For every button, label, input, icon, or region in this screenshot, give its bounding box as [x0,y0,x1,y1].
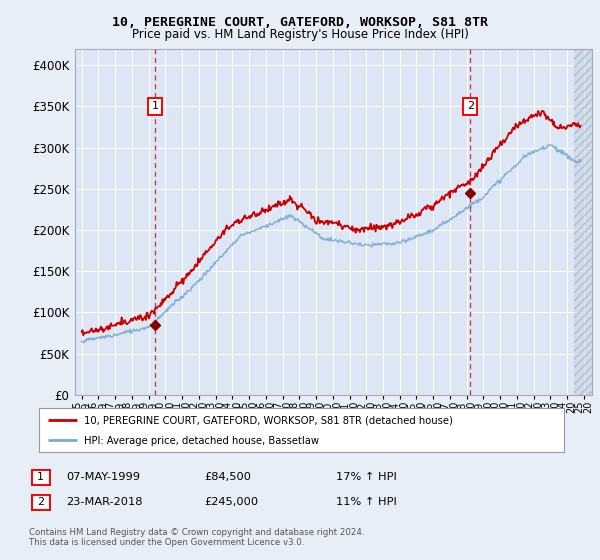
Text: 17% ↑ HPI: 17% ↑ HPI [336,472,397,482]
Text: 07-MAY-1999: 07-MAY-1999 [66,472,140,482]
Text: 1: 1 [37,472,44,482]
Bar [574,49,600,395]
Text: Contains HM Land Registry data © Crown copyright and database right 2024.
This d: Contains HM Land Registry data © Crown c… [29,528,364,547]
Text: £84,500: £84,500 [204,472,251,482]
Text: 1: 1 [151,101,158,111]
Text: 2: 2 [467,101,474,111]
Text: 11% ↑ HPI: 11% ↑ HPI [336,497,397,507]
Text: 10, PEREGRINE COURT, GATEFORD, WORKSOP, S81 8TR: 10, PEREGRINE COURT, GATEFORD, WORKSOP, … [112,16,488,29]
Text: 10, PEREGRINE COURT, GATEFORD, WORKSOP, S81 8TR (detached house): 10, PEREGRINE COURT, GATEFORD, WORKSOP, … [83,415,452,425]
Text: 2: 2 [37,497,44,507]
Text: 23-MAR-2018: 23-MAR-2018 [66,497,143,507]
Text: £245,000: £245,000 [204,497,258,507]
Text: Price paid vs. HM Land Registry's House Price Index (HPI): Price paid vs. HM Land Registry's House … [131,28,469,41]
Text: HPI: Average price, detached house, Bassetlaw: HPI: Average price, detached house, Bass… [83,436,319,446]
